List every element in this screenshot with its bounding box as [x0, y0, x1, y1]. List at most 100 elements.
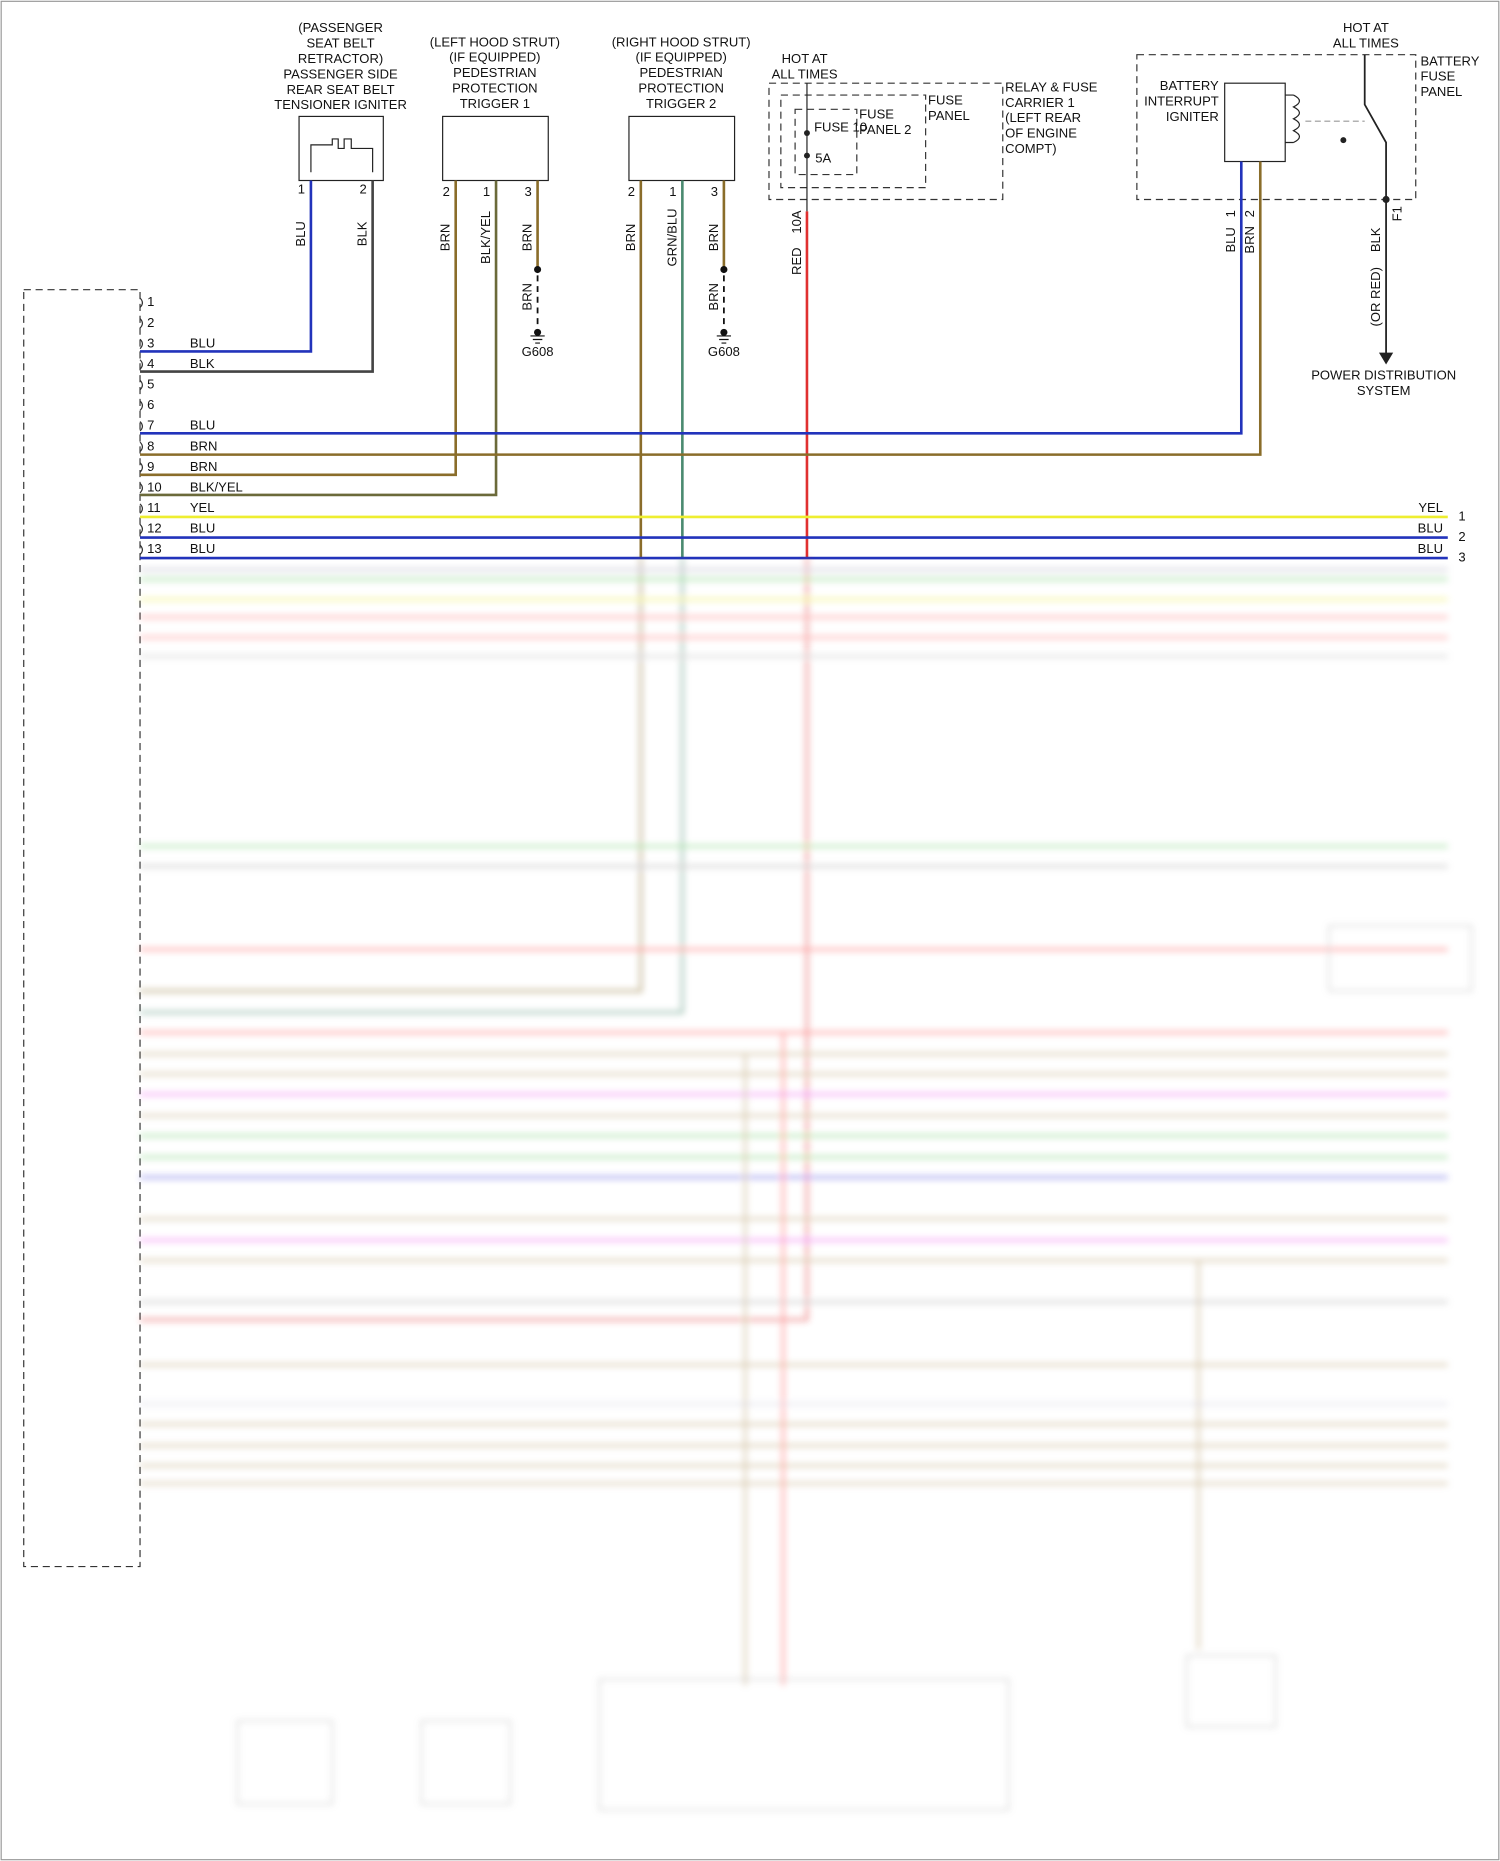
fuse-output: F1 — [1389, 206, 1404, 221]
wire-label: GRN/BLU — [664, 208, 679, 266]
wire-label: BLK — [190, 356, 215, 371]
blurred-box — [1186, 1654, 1277, 1728]
panel-label: RELAY & FUSE — [1005, 79, 1098, 94]
arrow — [1378, 352, 1394, 365]
panel-label: IGNITER — [1166, 109, 1219, 124]
hot-label: ALL TIMES — [1333, 35, 1399, 50]
panel-label: BATTERY — [1420, 53, 1479, 68]
pin-tick — [139, 400, 143, 411]
pin-number: 1 — [1458, 508, 1465, 523]
component-label: PASSENGER SIDE — [283, 66, 398, 81]
panel-label: COMPT) — [1005, 141, 1056, 156]
wire — [140, 557, 684, 1014]
battery-fuse-panel-outline — [1136, 54, 1417, 201]
wire-label: YEL — [190, 500, 215, 515]
panel-label: FUSE — [1420, 69, 1455, 84]
wire-label: YEL — [1418, 500, 1443, 515]
left-strut-box — [442, 115, 549, 182]
pin-number: 9 — [147, 459, 154, 474]
pin-number: 1 — [298, 181, 305, 196]
component-label: PROTECTION — [452, 81, 538, 96]
blurred-box — [236, 1720, 333, 1805]
pin-number: 12 — [147, 521, 162, 536]
module-outline — [23, 289, 141, 1568]
component-label: PEDESTRIAN — [453, 65, 536, 80]
pin-tick — [139, 297, 143, 308]
pin-tick — [139, 421, 143, 432]
wire-label: BLU — [1418, 541, 1443, 556]
fuse-label: FUSE 10 — [814, 120, 867, 135]
hot-label: HOT AT — [1343, 20, 1389, 35]
panel-label: PANEL 2 — [859, 122, 911, 137]
pin-number: 2 — [1242, 210, 1257, 217]
wire-label: RED — [789, 247, 804, 275]
wire-label: BRN — [706, 224, 721, 252]
battery-switch — [1363, 54, 1387, 357]
panel-label: CARRIER 1 — [1005, 95, 1075, 110]
wire-label: BLU — [190, 418, 215, 433]
pin-number: 2 — [147, 315, 154, 330]
wire-label: BLK/YEL — [190, 479, 243, 494]
wire-label: BLU — [1418, 521, 1443, 536]
blurred-box — [1328, 925, 1473, 992]
pin-tick — [139, 544, 143, 555]
pin-number: 6 — [147, 397, 154, 412]
ground-label: G608 — [708, 344, 740, 359]
right-strut-box — [628, 115, 736, 182]
destination-label: POWER DISTRIBUTION — [1311, 368, 1456, 383]
wire — [140, 161, 1262, 456]
pin-tick — [139, 503, 143, 514]
pin-number: 3 — [711, 184, 718, 199]
relay-carrier-outline — [768, 82, 1004, 201]
component-label: REAR SEAT BELT — [287, 82, 395, 97]
pin-number: 1 — [1223, 210, 1238, 217]
pin-number: 1 — [147, 294, 154, 309]
pin-number: 8 — [147, 438, 154, 453]
wire-label: BRN — [190, 438, 218, 453]
wire-label: BRN — [190, 459, 218, 474]
wire-label: BLU — [190, 335, 215, 350]
panel-label: BATTERY — [1160, 78, 1219, 93]
wire-label: BLK — [1368, 227, 1383, 252]
pin-tick — [139, 338, 143, 350]
igniter-box — [1224, 82, 1286, 163]
wire — [140, 180, 374, 373]
wire — [140, 180, 313, 353]
wire-label: BRN — [1242, 226, 1257, 254]
wire-label: BLU — [190, 541, 215, 556]
wire-label: (OR RED) — [1368, 267, 1383, 326]
splice — [534, 265, 542, 274]
panel-label: FUSE — [928, 92, 963, 107]
component-label: (LEFT HOOD STRUT) — [430, 34, 560, 49]
panel-label: FUSE — [859, 107, 894, 122]
component-label: PROTECTION — [638, 81, 724, 96]
fuse-panel-outline — [780, 94, 927, 189]
pin-tick — [139, 318, 143, 329]
wire — [140, 180, 458, 477]
pin-number: 1 — [483, 184, 490, 199]
pin-number: 3 — [524, 184, 531, 199]
wire — [140, 180, 498, 497]
hot-label: HOT AT — [782, 51, 828, 66]
wire-label: BRN — [623, 224, 638, 252]
blurred-box — [420, 1720, 511, 1805]
wire — [140, 557, 809, 1322]
hot-label: ALL TIMES — [772, 66, 838, 81]
pin-tick — [139, 524, 143, 535]
contact — [1340, 137, 1347, 144]
wire-label: BRN — [520, 283, 535, 311]
pin-number: 2 — [360, 181, 367, 196]
pin-number: 5 — [147, 377, 154, 392]
pin-number: 4 — [147, 356, 154, 371]
component-label: SEAT BELT — [306, 35, 374, 50]
component-label: TRIGGER 2 — [646, 96, 716, 111]
component-label: TENSIONER IGNITER — [274, 97, 407, 112]
blurred-box — [598, 1678, 1010, 1811]
junction — [1382, 195, 1390, 204]
component-label: (IF EQUIPPED) — [635, 50, 726, 65]
ground-label: G608 — [522, 344, 554, 359]
wire — [140, 557, 643, 993]
blurred-region — [140, 557, 1473, 1811]
